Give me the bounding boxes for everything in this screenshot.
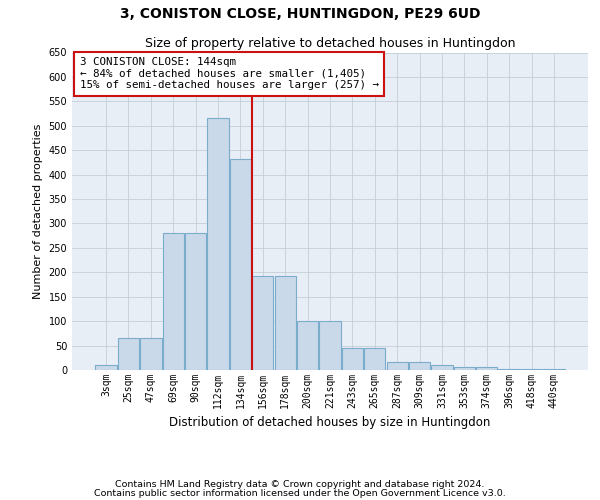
Title: Size of property relative to detached houses in Huntingdon: Size of property relative to detached ho… [145, 37, 515, 50]
X-axis label: Distribution of detached houses by size in Huntingdon: Distribution of detached houses by size … [169, 416, 491, 430]
Bar [409, 362, 430, 370]
Text: 3, CONISTON CLOSE, HUNTINGDON, PE29 6UD: 3, CONISTON CLOSE, HUNTINGDON, PE29 6UD [120, 8, 480, 22]
Bar [208, 118, 229, 370]
Bar [319, 321, 341, 370]
Bar [185, 233, 206, 370]
Text: Contains HM Land Registry data © Crown copyright and database right 2024.: Contains HM Land Registry data © Crown c… [115, 480, 485, 489]
Bar [252, 276, 274, 370]
Bar [163, 233, 184, 370]
Bar [95, 365, 117, 370]
Bar [499, 368, 520, 370]
Bar [454, 367, 475, 370]
Bar [230, 159, 251, 370]
Text: Contains public sector information licensed under the Open Government Licence v3: Contains public sector information licen… [94, 488, 506, 498]
Bar [140, 338, 161, 370]
Bar [476, 367, 497, 370]
Bar [364, 348, 385, 370]
Bar [386, 362, 408, 370]
Bar [543, 368, 565, 370]
Bar [521, 368, 542, 370]
Y-axis label: Number of detached properties: Number of detached properties [33, 124, 43, 299]
Text: 3 CONISTON CLOSE: 144sqm
← 84% of detached houses are smaller (1,405)
15% of sem: 3 CONISTON CLOSE: 144sqm ← 84% of detach… [80, 58, 379, 90]
Bar [431, 364, 452, 370]
Bar [297, 321, 318, 370]
Bar [342, 348, 363, 370]
Bar [275, 276, 296, 370]
Bar [118, 338, 139, 370]
